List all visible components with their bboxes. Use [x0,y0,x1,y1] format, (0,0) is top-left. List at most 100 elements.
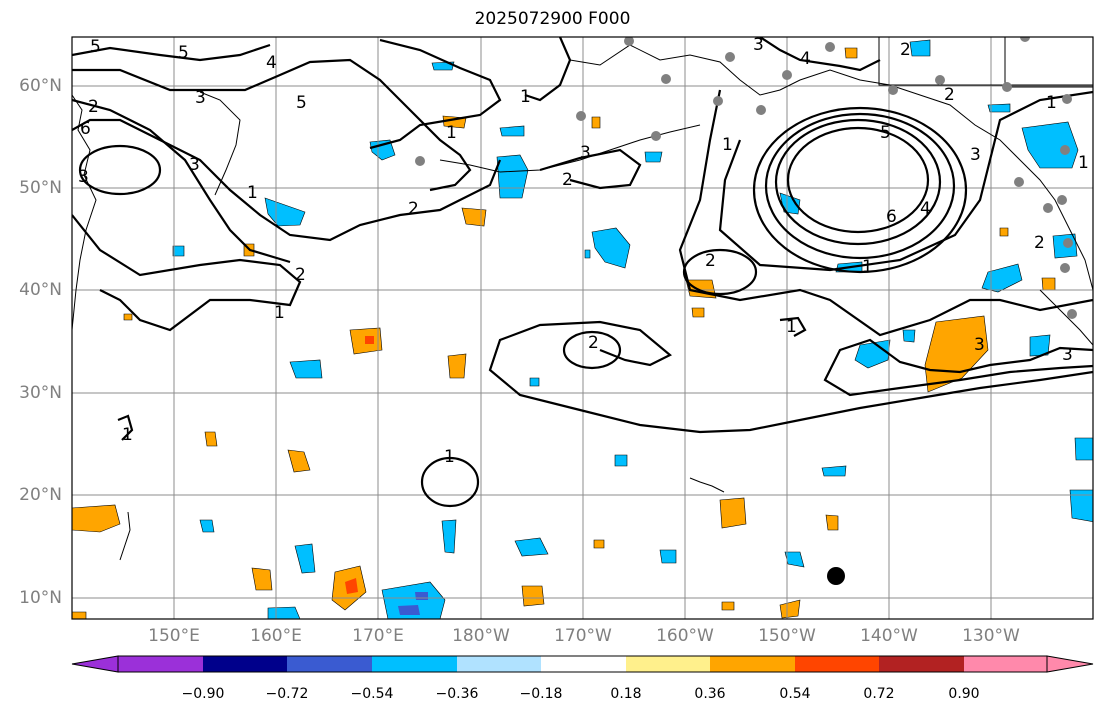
colorbar-tick-label: −0.18 [519,686,563,702]
contour-3-ne [759,37,881,72]
contour-label: 1 [1046,93,1057,113]
pos-blob [591,116,601,129]
contour-label: 6 [886,207,897,227]
lat-label-60n: 60°N [19,76,62,96]
strong-positive-fills [345,336,374,594]
pos-blob [844,47,858,59]
pos-blob [521,585,545,607]
contour-label: 1 [722,135,733,155]
contour-label: 1 [247,183,258,203]
lat-label-40n: 40°N [19,280,62,300]
lon-label-140w: 140°W [860,626,918,646]
pos-blob [999,227,1009,237]
lat-label-20n: 20°N [19,485,62,505]
colorbar-bin [710,656,795,672]
contour-2-east [718,90,1093,272]
contour-2-cell [682,248,758,296]
neg-blob [294,543,316,574]
neg-blob [909,39,931,57]
contour-label: 2 [88,97,99,117]
neg-blob [1074,437,1093,461]
station [825,42,835,52]
colorbar-tick-label: 0.72 [863,686,895,702]
contour-label: 1 [444,447,455,467]
pos-blob [924,315,989,393]
neg-strong-blob [415,592,428,600]
pos-blob [1041,277,1056,291]
pos-blob [691,307,705,318]
hawaii [689,477,725,493]
station [935,75,945,85]
lat-label-10n: 10°N [19,588,62,608]
colorbar-tick-label: −0.90 [181,686,225,702]
station [651,131,661,141]
station [1014,177,1024,187]
contour-2-south [488,320,1093,434]
neg-blob [172,245,185,257]
contour-label: 2 [295,265,306,285]
neg-blob [779,192,801,215]
neg-blob [441,519,457,554]
contour-high-4 [764,112,956,260]
contour-1-far-west [117,414,134,441]
lon-label-160w: 160°W [656,626,714,646]
station [1043,203,1053,213]
contour-high-3 [752,106,968,274]
contour-label: 2 [1034,233,1045,253]
contour-label: 1 [274,303,285,323]
neg-blob [199,519,215,533]
neg-blob [381,581,446,619]
contour-label: 2 [562,170,573,190]
pos-blob [204,431,218,447]
lat-label-50n: 50°N [19,178,62,198]
neg-blob [981,263,1023,293]
contour-label: 3 [580,143,591,163]
colorbar-extend-high [1046,655,1094,673]
pos-blob [779,599,801,619]
contour-label: 5 [178,43,189,63]
neg-blob [902,329,916,343]
contour-3-pocket [78,144,162,196]
contour-label: 3 [189,155,200,175]
contour-label: 2 [900,40,911,60]
contour-1-east [678,89,1093,337]
neg-blob [784,551,805,568]
lon-label-150e: 150°E [148,626,200,646]
colorbar-bin [457,656,541,672]
lat-label-30n: 30°N [19,383,62,403]
inset-box-2 [1004,37,1093,88]
colorbar-tick-label: −0.54 [350,686,394,702]
neg-blob [821,465,847,477]
neg-strong-blob [398,605,420,615]
map-frame [71,36,1094,620]
neg-blob [659,549,677,564]
contour-5-west [72,43,271,62]
neg-blob [514,537,549,557]
lon-label-150w: 150°W [758,626,816,646]
contour-2-mid [539,148,642,190]
neg-blob [1029,334,1051,357]
colorbar-bin [372,656,457,672]
neg-blob [614,454,628,467]
pos-strong-blob [345,578,358,594]
pos-blob [461,207,487,227]
neg-blob [1069,489,1093,522]
station [725,52,735,62]
station [1067,309,1077,319]
station [756,105,766,115]
station [661,74,671,84]
colorbar-bin [626,656,710,672]
colorbar-tick-label: −0.36 [435,686,479,702]
contour-label: 3 [78,167,89,187]
pos-blob [593,539,605,549]
contour-2-loop [562,330,622,370]
neg-blob [264,197,306,227]
coast-aleutians [439,124,701,173]
lon-label-160e: 160°E [250,626,302,646]
neg-blob [496,154,529,199]
colorbar-bin [795,656,879,672]
contour-label: 3 [1062,345,1073,365]
station [1002,82,1012,92]
pos-blob [719,497,747,529]
